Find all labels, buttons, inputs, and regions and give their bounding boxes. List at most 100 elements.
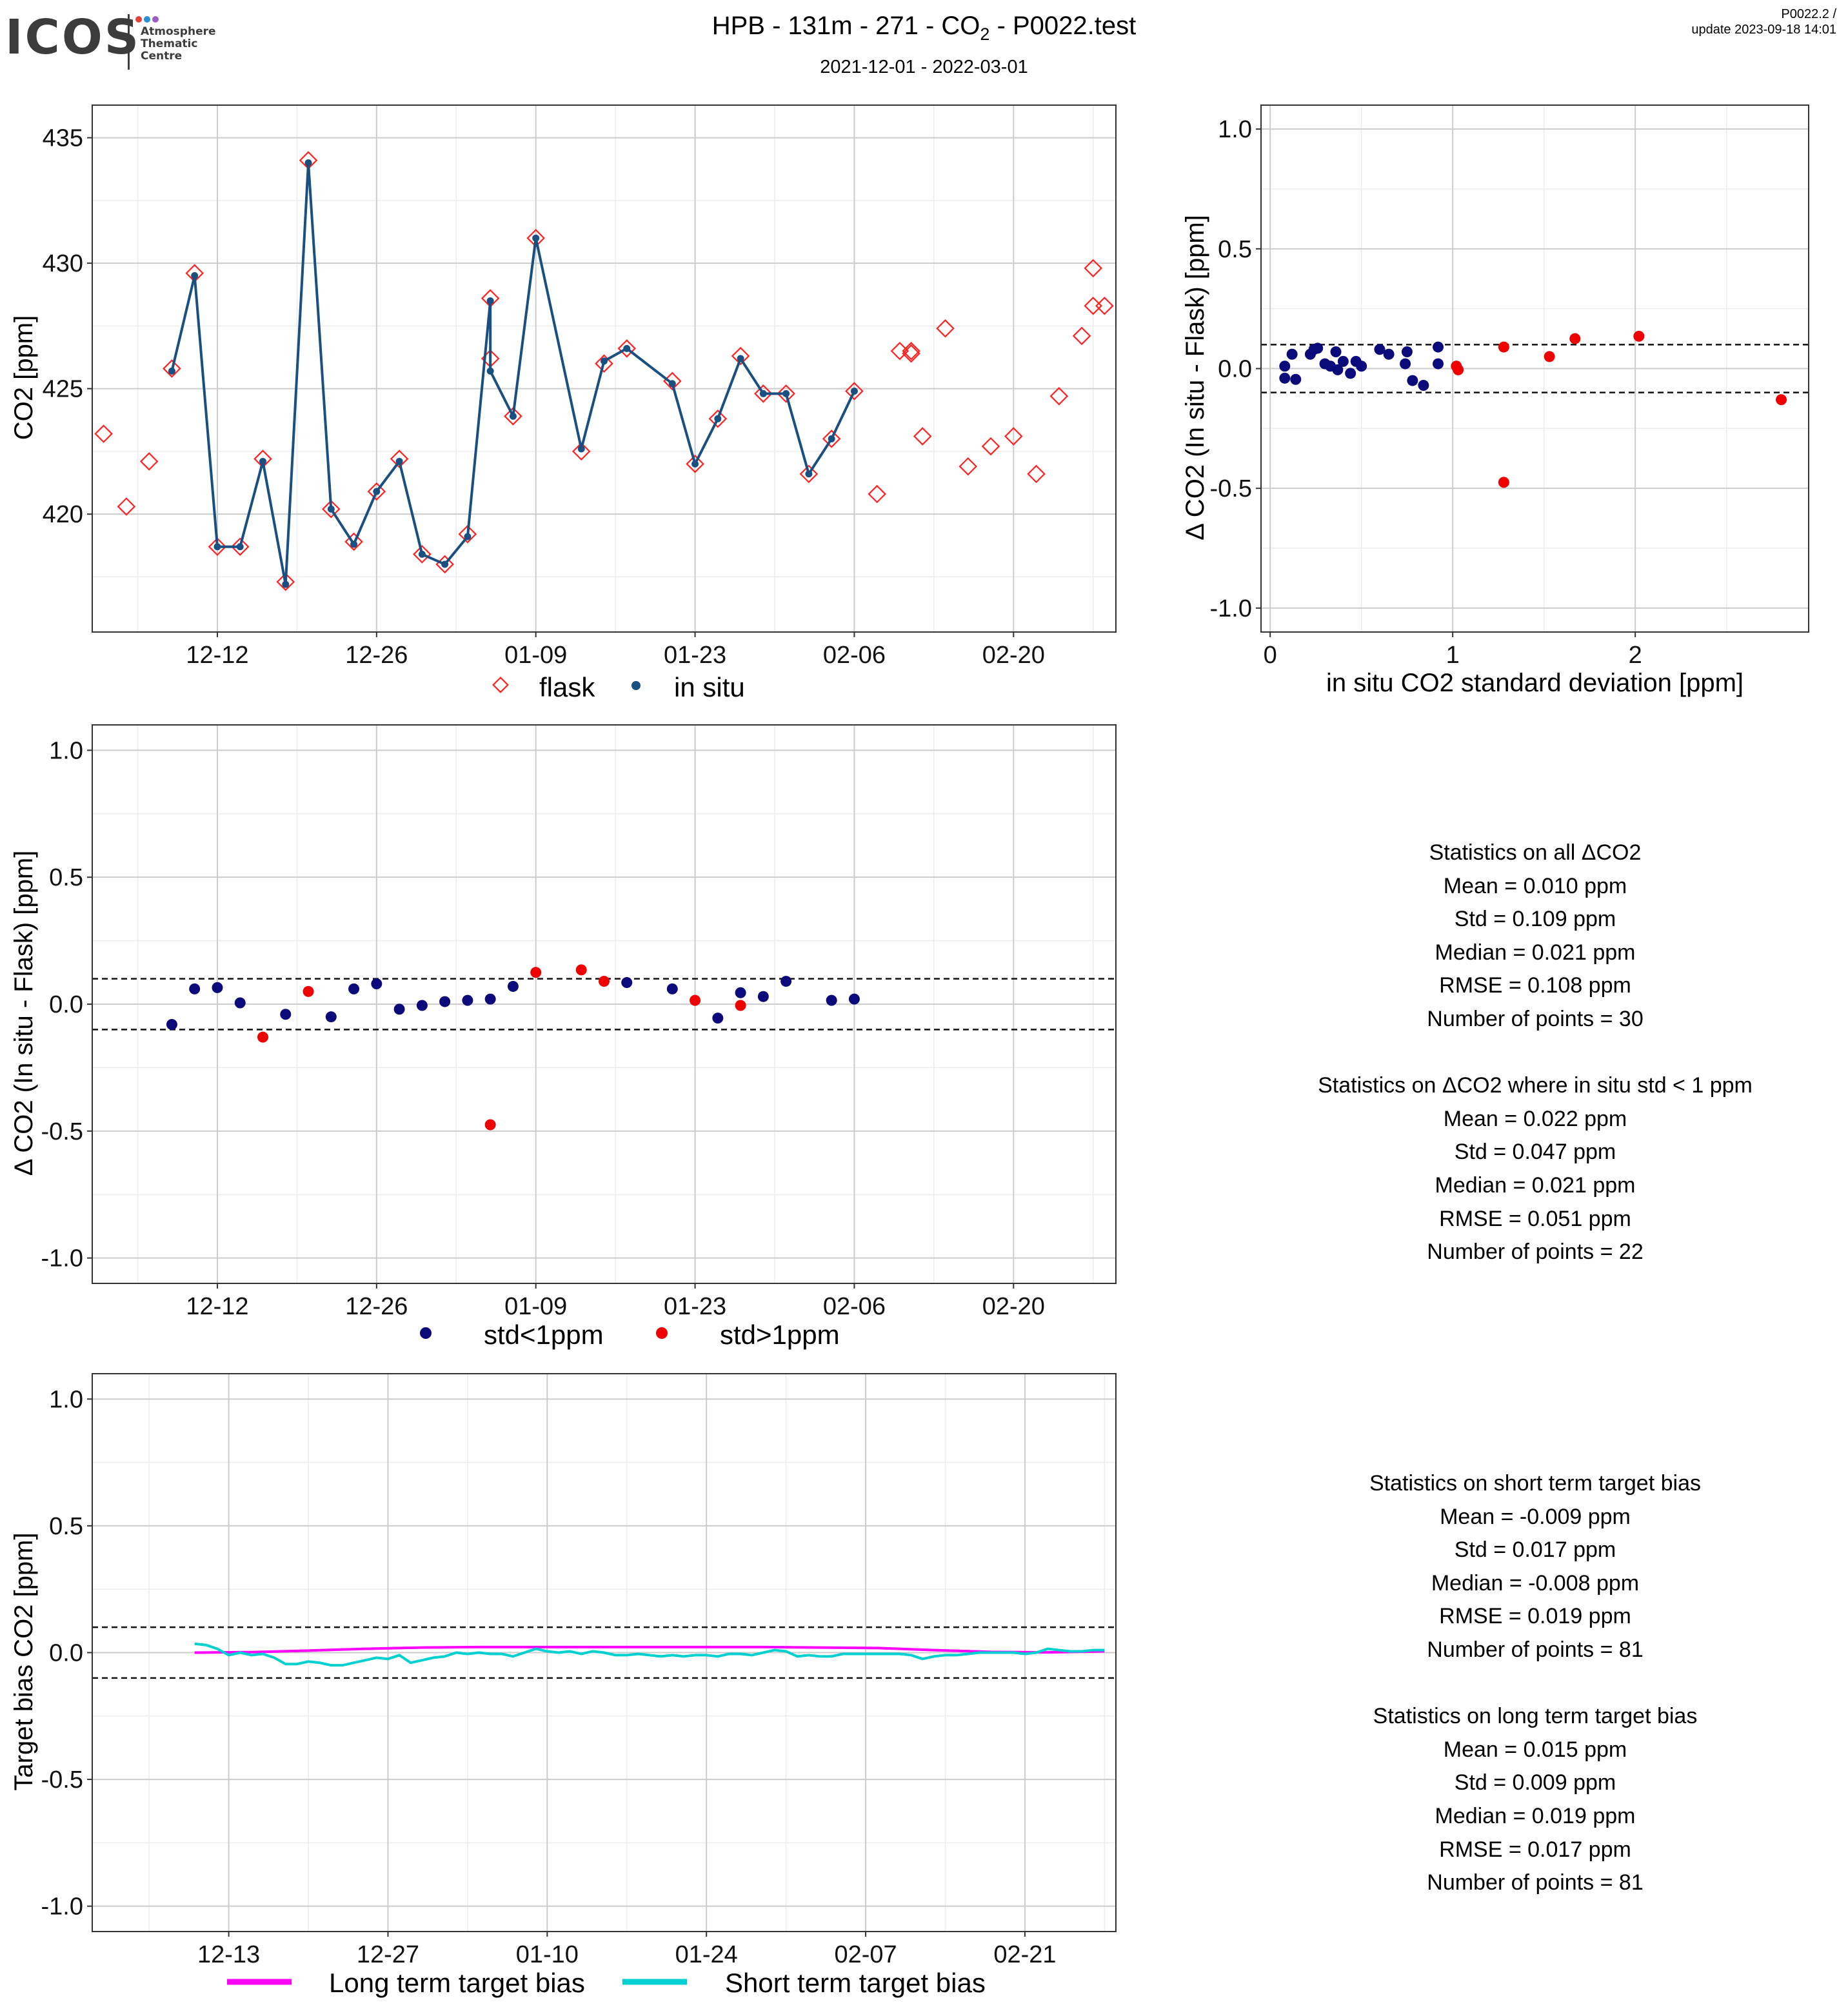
x-tick-label: 01-09 bbox=[504, 642, 567, 669]
std-lt-1ppm-point bbox=[484, 993, 496, 1005]
std-lt-1ppm-point bbox=[371, 978, 383, 990]
std-lt-1ppm-point bbox=[666, 983, 678, 994]
x-tick-label: 01-24 bbox=[675, 1941, 738, 1968]
legend-std-lt-icon bbox=[420, 1327, 432, 1339]
version-label: P0022.2 / bbox=[1781, 7, 1836, 21]
std-lt-1ppm-point bbox=[1290, 373, 1302, 385]
std-gt-1ppm-point bbox=[575, 964, 587, 976]
std-lt-1ppm-point bbox=[1356, 361, 1367, 372]
std-lt-1ppm-point bbox=[1279, 372, 1291, 384]
stats-line: Mean = 0.022 ppm bbox=[1443, 1106, 1627, 1131]
legend-label-insitu: in situ bbox=[674, 672, 745, 702]
logo-divider bbox=[128, 14, 130, 70]
flask-point bbox=[163, 359, 181, 378]
flask-point bbox=[390, 450, 409, 468]
stats-line: RMSE = 0.108 ppm bbox=[1439, 973, 1631, 998]
stats-line: Median = 0.019 ppm bbox=[1435, 1803, 1636, 1828]
insitu-point bbox=[601, 357, 608, 365]
stats-line: Statistics on ΔCO2 where in situ std < 1… bbox=[1318, 1073, 1753, 1098]
std-gt-1ppm-point bbox=[530, 967, 542, 978]
insitu-point bbox=[282, 580, 290, 588]
insitu-point bbox=[759, 390, 767, 397]
flask-point bbox=[663, 371, 682, 391]
std-lt-1ppm-point bbox=[234, 997, 246, 1009]
logo-dots-icon bbox=[135, 14, 161, 26]
y-tick-label: 0.0 bbox=[1218, 356, 1252, 383]
std-lt-1ppm-point bbox=[735, 987, 746, 998]
stats-line: Std = 0.009 ppm bbox=[1454, 1770, 1616, 1795]
flask-point bbox=[253, 450, 272, 468]
flask-point bbox=[1095, 296, 1114, 315]
insitu-point bbox=[168, 367, 175, 375]
std-lt-1ppm-point bbox=[348, 983, 360, 994]
std-gt-1ppm-point bbox=[1498, 477, 1509, 488]
y-tick-label: 0.5 bbox=[1218, 236, 1252, 263]
insitu-point bbox=[805, 470, 813, 478]
logo-subtitle: Atmosphere Thematic Centre bbox=[141, 26, 216, 63]
std-lt-1ppm-point bbox=[1345, 368, 1356, 379]
insitu-point bbox=[418, 550, 426, 558]
title-main: HPB - 131m - 271 - CO bbox=[711, 12, 980, 40]
flask-point bbox=[571, 442, 591, 461]
stats-line: Number of points = 81 bbox=[1427, 1637, 1644, 1662]
insitu-point bbox=[532, 234, 540, 242]
std-lt-1ppm-point bbox=[1312, 342, 1324, 354]
std-lt-1ppm-point bbox=[1433, 341, 1444, 353]
std-gt-1ppm-point bbox=[1633, 330, 1645, 342]
y-axis-label: Target bias CO2 [ppm] bbox=[10, 1532, 38, 1790]
legend-flask-icon bbox=[492, 677, 509, 693]
chart-delta-timeseries: 12-12 12-26 01-09 01-23 02-06 02-20 -1.0 -0.5 0.… bbox=[10, 724, 1117, 1350]
flask-point bbox=[959, 457, 978, 476]
update-timestamp: update 2023-09-18 14:01 bbox=[1691, 23, 1836, 37]
chart-delta-vs-std: 0 1 2 -1.0 -0.5 0.0 0.5 1.0 Δ CO2 (In situ - Fla… bbox=[1181, 104, 1809, 697]
std-gt-1ppm-point bbox=[599, 976, 610, 987]
insitu-point bbox=[691, 460, 699, 468]
flask-point bbox=[708, 410, 728, 428]
std-lt-1ppm-point bbox=[416, 1000, 428, 1011]
flask-point bbox=[481, 289, 500, 308]
y-tick-label: 1.0 bbox=[49, 1386, 83, 1413]
y-tick-label: 435 bbox=[43, 125, 83, 152]
y-tick-label: -1.0 bbox=[41, 1245, 83, 1272]
std-lt-1ppm-point bbox=[1374, 344, 1386, 355]
insitu-point bbox=[486, 367, 494, 375]
std-gt-1ppm-point bbox=[257, 1031, 268, 1043]
long-term-bias-line bbox=[194, 1645, 1105, 1654]
flask-point bbox=[185, 264, 204, 282]
flask-point bbox=[1084, 259, 1103, 278]
y-tick-label: 420 bbox=[43, 501, 83, 528]
std-lt-1ppm-point bbox=[393, 1004, 405, 1015]
stats-gap bbox=[1213, 1036, 1848, 1070]
std-gt-1ppm-point bbox=[735, 1000, 746, 1011]
insitu-point bbox=[850, 388, 858, 395]
flask-point bbox=[230, 537, 250, 557]
flask-point bbox=[868, 484, 886, 504]
std-gt-1ppm-point bbox=[1498, 341, 1509, 353]
stats-line: Std = 0.047 ppm bbox=[1454, 1140, 1616, 1165]
insitu-point bbox=[236, 543, 244, 551]
short-term-bias-line bbox=[194, 1642, 1105, 1667]
flask-point bbox=[1049, 387, 1069, 406]
chart-target-bias: 12-13 12-27 01-10 01-24 02-07 02-21 -1.0 -0.5 0.… bbox=[10, 1373, 1117, 1998]
x-tick-label: 01-09 bbox=[504, 1293, 567, 1320]
stats-line: Mean = -0.009 ppm bbox=[1440, 1504, 1631, 1529]
std-lt-1ppm-point bbox=[1286, 348, 1298, 360]
insitu-point bbox=[737, 355, 744, 362]
stats-line: RMSE = 0.017 ppm bbox=[1439, 1837, 1631, 1862]
std-lt-1ppm-point bbox=[1401, 346, 1413, 358]
std-lt-1ppm-point bbox=[1383, 348, 1395, 360]
std-lt-1ppm-point bbox=[1433, 358, 1444, 370]
y-tick-label: 0.0 bbox=[49, 1640, 83, 1667]
y-axis-label: Δ CO2 (In situ - Flask) [ppm] bbox=[1181, 215, 1209, 540]
page-title: HPB - 131m - 271 - CO2 - P0022.test bbox=[0, 12, 1848, 44]
insitu-point bbox=[623, 344, 631, 352]
logo-subtitle-line: Centre bbox=[141, 50, 183, 63]
flask-point bbox=[686, 455, 704, 473]
flask-point bbox=[902, 344, 920, 363]
legend-label-flask: flask bbox=[539, 672, 595, 702]
legend: flask in situ bbox=[492, 672, 745, 702]
std-gt-1ppm-point bbox=[1776, 394, 1787, 406]
stats-line: Std = 0.017 ppm bbox=[1454, 1537, 1616, 1563]
insitu-point bbox=[441, 560, 449, 568]
y-tick-label: 430 bbox=[43, 250, 83, 277]
